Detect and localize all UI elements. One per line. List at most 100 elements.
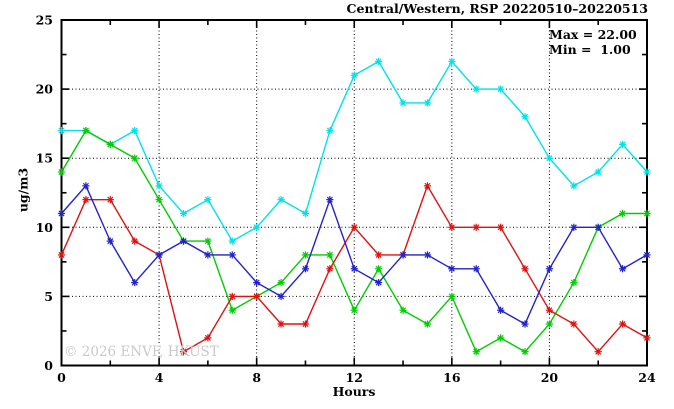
data-point-marker	[375, 278, 383, 287]
data-point-marker	[179, 209, 188, 218]
data-point-marker	[253, 278, 261, 287]
data-point-marker	[82, 182, 90, 190]
data-point-marker	[545, 265, 554, 273]
x-tick-label: 20	[541, 370, 559, 385]
min-value-label: Min = 1.00	[549, 41, 631, 57]
data-point-marker	[204, 334, 212, 342]
data-point-marker	[619, 209, 627, 218]
data-point-marker	[472, 223, 480, 231]
data-point-marker	[155, 251, 163, 259]
data-point-marker	[521, 265, 529, 273]
data-point-marker	[594, 168, 602, 176]
data-point-marker	[594, 348, 602, 356]
data-point-marker	[301, 320, 310, 328]
data-point-marker	[643, 334, 651, 342]
data-point-marker	[570, 182, 578, 190]
data-point-marker	[253, 292, 261, 300]
data-point-marker	[570, 320, 578, 328]
data-point-marker	[423, 251, 432, 259]
data-point-marker	[106, 237, 114, 245]
data-point-marker	[399, 306, 407, 314]
data-point-marker	[301, 265, 310, 273]
data-point-marker	[277, 292, 285, 300]
data-point-marker	[643, 209, 651, 218]
x-tick-label: 16	[443, 370, 461, 385]
data-point-marker	[277, 278, 285, 287]
data-point-marker	[643, 251, 651, 259]
data-point-marker	[570, 278, 578, 287]
data-point-marker	[131, 154, 139, 162]
data-point-marker	[228, 237, 236, 245]
data-point-marker	[155, 196, 163, 204]
data-point-marker	[131, 278, 139, 287]
data-point-marker	[82, 126, 90, 135]
data-point-marker	[497, 223, 505, 231]
data-point-marker	[228, 251, 236, 259]
x-axis-title: Hours	[332, 384, 376, 399]
data-point-marker	[545, 306, 554, 314]
data-point-marker	[57, 126, 66, 135]
chart-title: Central/Western, RSP 20220510–20220513	[346, 1, 648, 16]
data-point-marker	[326, 251, 334, 259]
data-point-marker	[472, 265, 480, 273]
data-point-marker	[399, 99, 407, 107]
max-min-annotation: Max = 22.00 Min = 1.00	[549, 27, 637, 57]
y-axis-title: ug/m3	[15, 167, 31, 213]
data-point-marker	[545, 154, 554, 162]
data-point-marker	[570, 223, 578, 231]
y-tick-label: 10	[36, 220, 54, 235]
data-point-marker	[155, 182, 163, 190]
data-point-marker	[497, 306, 505, 314]
data-point-marker	[350, 265, 358, 273]
x-tick-label: 24	[638, 370, 656, 385]
data-point-marker	[423, 320, 432, 328]
data-point-marker	[350, 71, 358, 79]
data-point-marker	[472, 85, 480, 93]
data-point-marker	[57, 168, 66, 176]
y-tick-label: 25	[36, 13, 53, 28]
data-point-marker	[375, 57, 383, 66]
data-point-marker	[619, 265, 627, 273]
data-point-marker	[448, 292, 456, 300]
watermark-text: © 2026 ENVF, HKUST	[64, 344, 219, 360]
y-tick-label: 5	[44, 289, 53, 304]
data-point-marker	[326, 196, 334, 204]
data-point-marker	[350, 306, 358, 314]
data-point-marker	[301, 209, 310, 218]
x-tick-label: 4	[155, 370, 164, 385]
data-point-marker	[106, 140, 114, 148]
data-point-marker	[423, 99, 432, 107]
data-point-marker	[253, 223, 261, 231]
x-tick-label: 12	[346, 370, 363, 385]
data-point-marker	[423, 182, 432, 190]
data-point-marker	[521, 348, 529, 356]
data-point-marker	[497, 85, 505, 93]
series-green-series	[57, 126, 651, 356]
y-tick-label: 15	[36, 151, 53, 166]
data-point-marker	[82, 196, 90, 204]
data-point-marker	[472, 348, 480, 356]
data-point-marker	[277, 196, 285, 204]
data-point-marker	[619, 320, 627, 328]
data-point-marker	[301, 251, 310, 259]
data-point-marker	[57, 251, 66, 259]
data-point-marker	[326, 126, 334, 135]
data-point-marker	[179, 237, 188, 245]
data-point-marker	[448, 57, 456, 66]
tick-labels: 0 5 10 15 20 25 0 4 8 12 16 20 24	[36, 13, 656, 386]
data-point-marker	[228, 292, 236, 300]
data-point-marker	[204, 251, 212, 259]
data-point-marker	[106, 196, 114, 204]
data-point-marker	[131, 126, 139, 135]
max-value-label: Max = 22.00	[549, 27, 637, 42]
data-point-marker	[204, 196, 212, 204]
x-tick-label: 8	[252, 370, 261, 385]
data-point-marker	[375, 251, 383, 259]
data-point-marker	[326, 265, 334, 273]
x-tick-label: 0	[57, 370, 66, 385]
y-tick-label: 20	[36, 82, 54, 97]
data-point-marker	[643, 168, 651, 176]
data-point-marker	[497, 334, 505, 342]
